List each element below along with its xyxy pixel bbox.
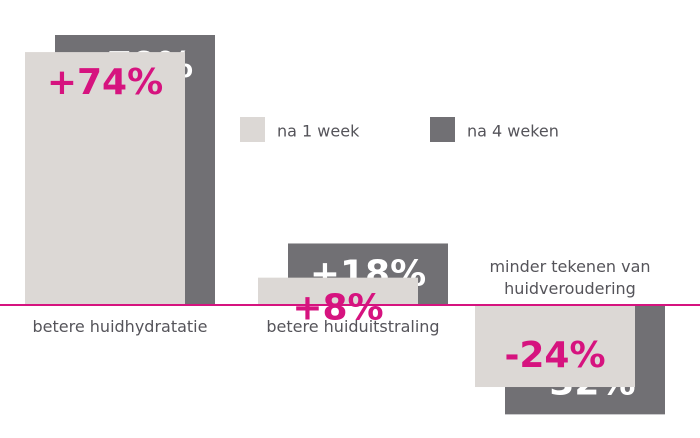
category-label: minder tekenen van huidveroudering — [489, 257, 651, 298]
bar — [258, 277, 418, 305]
value-label: +8% — [292, 288, 383, 329]
value-label: +74% — [47, 62, 163, 103]
bar — [25, 52, 185, 305]
value-label: -24% — [504, 335, 605, 376]
legend-swatch — [240, 117, 265, 142]
legend-swatch — [430, 117, 455, 142]
category-label: betere huiduitstraling — [266, 317, 440, 336]
legend-label: na 1 week — [277, 122, 360, 141]
bar — [475, 305, 635, 388]
legend-label: na 4 weken — [467, 122, 559, 141]
category-label: betere huidhydratatie — [32, 317, 208, 336]
